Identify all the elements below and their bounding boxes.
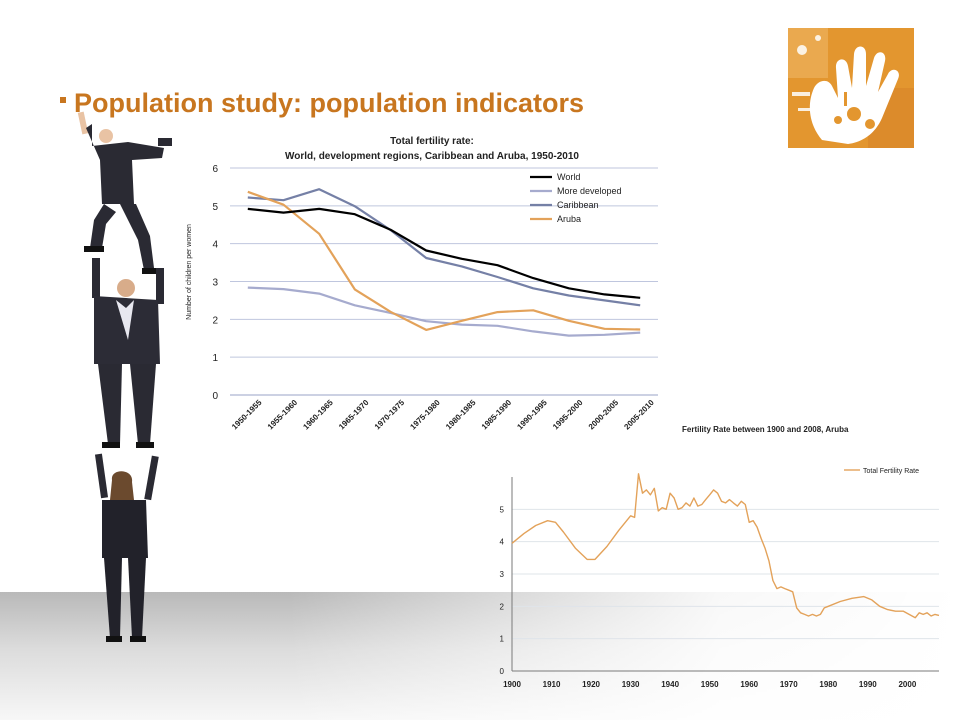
chart1-series-line-world [247,207,641,299]
chart1-grid [230,167,658,396]
chart2-x-tick-label: 1900 [503,680,521,689]
chart1-y-ticks: 0 1 2 3 4 5 6 [212,164,218,402]
middle-man-figure [92,258,164,448]
chart2-y-tick-label: 4 [500,538,505,547]
chart2-legend-label: Total Fertility Rate [863,468,919,475]
bottom-woman-figure [94,453,159,642]
floor-fade [0,592,960,720]
slide-title-text: Population study: population indicators [74,88,584,118]
chart1-x-tick-label: 1955-1960 [266,398,300,432]
chart1-y-tick-label: 2 [212,315,218,326]
chart1-legend-label: World [557,172,580,182]
stacked-business-people-illustration [77,111,172,642]
chart1-y-tick-label: 0 [212,391,218,402]
top-man-figure [77,111,172,274]
chart2-x-tick-label: 1940 [661,680,679,689]
chart1-y-tick-label: 6 [212,164,218,175]
chart2-y-tick-label: 0 [500,667,505,676]
chart2-x-tick-label: 1910 [543,680,561,689]
chart2-x-tick-label: 1990 [859,680,877,689]
chart1-series-line-more-developed [247,286,641,337]
chart1-x-tick-label: 1965-1970 [337,398,371,432]
chart1-x-tick-label: 1980-1985 [444,398,478,432]
slide-title: Population study: population indicators [60,88,584,119]
chart2-y-ticks: 0 1 2 3 4 5 [500,505,505,676]
chart2-x-tick-label: 1960 [740,680,758,689]
chart2-legend: Total Fertility Rate [844,468,919,475]
chart1-x-tick-label: 1975-1980 [408,398,442,432]
chart1-legend-label: Caribbean [557,200,599,210]
chart1-title: Total fertility rate: [390,136,474,147]
chart2-x-ticks: 1900 1910 1920 1930 1940 1950 1960 1970 1980 1990… [503,680,917,689]
handprint-icon [788,28,914,148]
chart2-x-tick-label: 1920 [582,680,600,689]
chart1-y-tick-label: 4 [212,240,218,251]
chart2-x-tick-label: 1980 [819,680,837,689]
chart1-subtitle: World, development regions, Caribbean an… [285,151,579,162]
chart1-series-line-aruba [247,190,641,331]
chart1-legend: World More developed Caribbean Aruba [530,172,622,224]
chart1-ylabel: Number of children per women [186,224,193,320]
chart2-y-tick-label: 3 [500,570,505,579]
chart1-series-line-caribbean [247,188,641,307]
chart2-series-line-total-fertility-rate [511,473,940,619]
chart2-x-tick-label: 1930 [622,680,640,689]
chart1-y-tick-label: 5 [212,202,218,213]
chart1-y-tick-label: 3 [212,278,218,289]
chart1-x-tick-label: 1970-1975 [373,398,407,432]
chart1-legend-label: Aruba [557,214,581,224]
chart2-x-tick-label: 1950 [701,680,719,689]
chart1-legend-label: More developed [557,186,622,196]
chart2-grid [511,477,939,672]
chart1-x-tick-label: 1960-1965 [301,398,335,432]
chart1-series [247,188,641,337]
chart2-series [511,473,940,619]
chart1-x-tick-label: 1950-1955 [230,398,264,432]
chart2-title: Fertility Rate between 1900 and 2008, Ar… [682,425,849,434]
chart2-x-tick-label: 2000 [898,680,916,689]
chart2-x-tick-label: 1970 [780,680,798,689]
chart2-y-tick-label: 5 [500,505,505,514]
bullet-icon [60,97,66,103]
chart2-y-tick-label: 1 [500,635,505,644]
fertility-chart-aruba-1900-2008: Fertility Rate between 1900 and 2008, Ar… [500,425,940,689]
chart1-y-tick-label: 1 [212,353,218,364]
fertility-chart-1950-2010: Total fertility rate: World, development… [186,136,658,432]
chart2-y-tick-label: 2 [500,602,505,611]
